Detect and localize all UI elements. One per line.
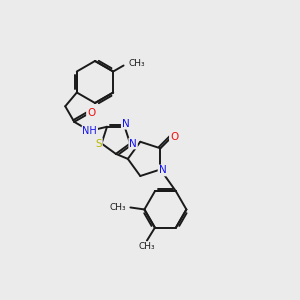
Text: NH: NH (82, 126, 97, 136)
Text: N: N (158, 166, 166, 176)
Text: CH₃: CH₃ (139, 242, 155, 251)
Text: S: S (95, 139, 102, 148)
Text: N: N (122, 119, 130, 129)
Text: CH₃: CH₃ (129, 59, 145, 68)
Text: CH₃: CH₃ (110, 203, 126, 212)
Text: N: N (129, 139, 137, 148)
Text: O: O (87, 108, 95, 118)
Text: O: O (170, 132, 178, 142)
